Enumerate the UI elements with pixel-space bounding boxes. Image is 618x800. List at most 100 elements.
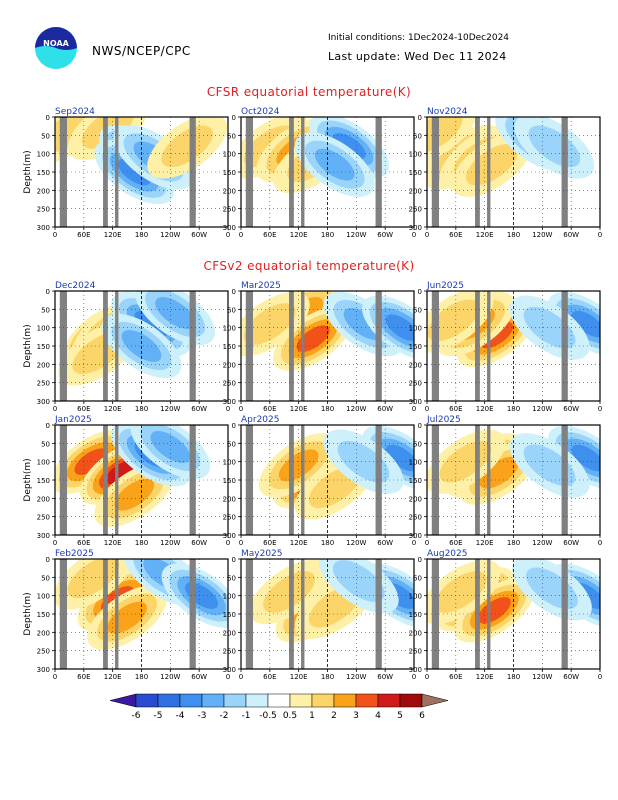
y-tick-label: 150 [37,477,50,485]
x-tick-label: 120E [476,231,494,239]
chart-panel: Dec2024 0 60E 120E 180 120W 60W 0 0 50 100 150 200 25… [23,281,230,413]
noaa-logo-icon: NOAA [35,27,77,69]
x-tick-label: 60W [563,539,579,547]
colorbar-label: -5 [154,711,163,721]
x-tick-label: 180 [507,405,520,413]
x-tick-label: 120W [346,231,366,239]
cfsv2-section-title: CFSv2 equatorial temperature(K) [203,259,415,273]
land-mask [115,425,119,535]
x-tick-label: 60W [377,231,393,239]
y-axis-label: Depth(m) [23,458,33,501]
last-update: Last update: Wed Dec 11 2024 [328,50,507,63]
x-tick-label: 0 [412,231,416,239]
colorbar-swatch [223,693,247,708]
y-tick-label: 0 [418,288,422,296]
y-tick-label: 250 [409,648,422,656]
y-axis-label: Depth(m) [23,592,33,635]
panel-title: Aug2025 [427,549,467,559]
land-mask [289,117,294,227]
x-tick-label: 120E [290,405,308,413]
y-tick-label: 100 [409,593,422,601]
panel-title: May2025 [241,549,283,559]
anomaly-contour [134,310,168,338]
y-tick-label: 50 [227,574,236,582]
y-tick-label: 150 [409,477,422,485]
land-mask [301,291,305,401]
x-tick-label: 60W [563,673,579,681]
cfsr-section-title: CFSR equatorial temperature(K) [206,85,412,99]
chart-panel: Mar2025 0 60E 120E 180 120W 60W 0 0 50 100 150 200 25… [223,281,417,413]
y-tick-label: 300 [37,398,50,406]
y-tick-label: 50 [227,132,236,140]
x-tick-label: 0 [412,405,416,413]
x-tick-label: 60W [191,231,207,239]
y-tick-label: 150 [223,611,236,619]
x-tick-label: 60W [377,673,393,681]
x-tick-label: 60E [449,673,462,681]
y-tick-label: 0 [232,114,236,122]
colorbar-label: -0.5 [259,711,277,721]
y-tick-label: 200 [37,187,50,195]
anomaly-contour [155,297,196,329]
panel-title: Mar2025 [241,281,281,291]
y-tick-label: 100 [37,593,50,601]
x-tick-label: 120E [290,539,308,547]
x-tick-label: 180 [135,673,148,681]
x-tick-label: 180 [135,405,148,413]
x-tick-label: 60W [191,539,207,547]
y-tick-label: 0 [232,422,236,430]
y-tick-label: 150 [409,611,422,619]
y-tick-label: 150 [223,343,236,351]
x-tick-label: 60E [263,673,276,681]
x-tick-label: 0 [598,673,602,681]
anomaly-contour [117,158,151,186]
x-tick-label: 60W [377,405,393,413]
colorbar-label: 6 [419,711,425,721]
y-tick-label: 100 [409,459,422,467]
y-tick-label: 150 [223,477,236,485]
y-tick-label: 200 [37,361,50,369]
y-tick-label: 100 [37,151,50,159]
y-tick-label: 200 [37,495,50,503]
land-mask [487,559,491,669]
y-tick-label: 150 [409,169,422,177]
y-tick-label: 50 [41,574,50,582]
x-tick-label: 0 [412,673,416,681]
logo-text: NOAA [43,39,69,48]
y-tick-label: 250 [223,380,236,388]
x-tick-label: 60E [263,539,276,547]
x-tick-label: 60E [77,231,90,239]
land-mask [487,425,491,535]
chart-panel: Feb2025 0 60E 120E 180 120W 60W 0 0 50 100 150 200 25… [23,549,230,681]
x-tick-label: 60W [563,405,579,413]
y-tick-label: 50 [413,306,422,314]
colorbar-arrow-left [109,693,137,708]
y-tick-label: 200 [409,187,422,195]
x-tick-label: 120E [290,231,308,239]
land-mask [375,425,382,535]
y-tick-label: 300 [223,532,236,540]
colorbar-swatch [201,693,225,708]
y-tick-label: 50 [227,306,236,314]
y-tick-label: 50 [413,440,422,448]
colorbar-swatch [245,693,269,708]
y-tick-label: 50 [413,132,422,140]
y-tick-label: 250 [409,380,422,388]
land-mask [475,425,480,535]
y-tick-label: 200 [409,361,422,369]
chart-panel: Jul2025 0 60E 120E 180 120W 60W 0 0 50 100 150 200 25… [409,415,603,547]
y-tick-label: 100 [223,593,236,601]
land-mask [561,425,568,535]
colorbar-swatch [267,693,291,708]
y-tick-label: 0 [418,114,422,122]
x-tick-label: 0 [412,539,416,547]
chart-panel: Jun2025 0 60E 120E 180 120W 60W 0 0 50 100 150 200 25… [409,281,603,413]
y-tick-label: 50 [41,132,50,140]
x-tick-label: 0 [425,231,429,239]
x-tick-label: 180 [321,539,334,547]
x-tick-label: 180 [507,539,520,547]
x-tick-label: 120E [104,539,122,547]
x-tick-label: 0 [425,539,429,547]
land-mask [115,117,119,227]
